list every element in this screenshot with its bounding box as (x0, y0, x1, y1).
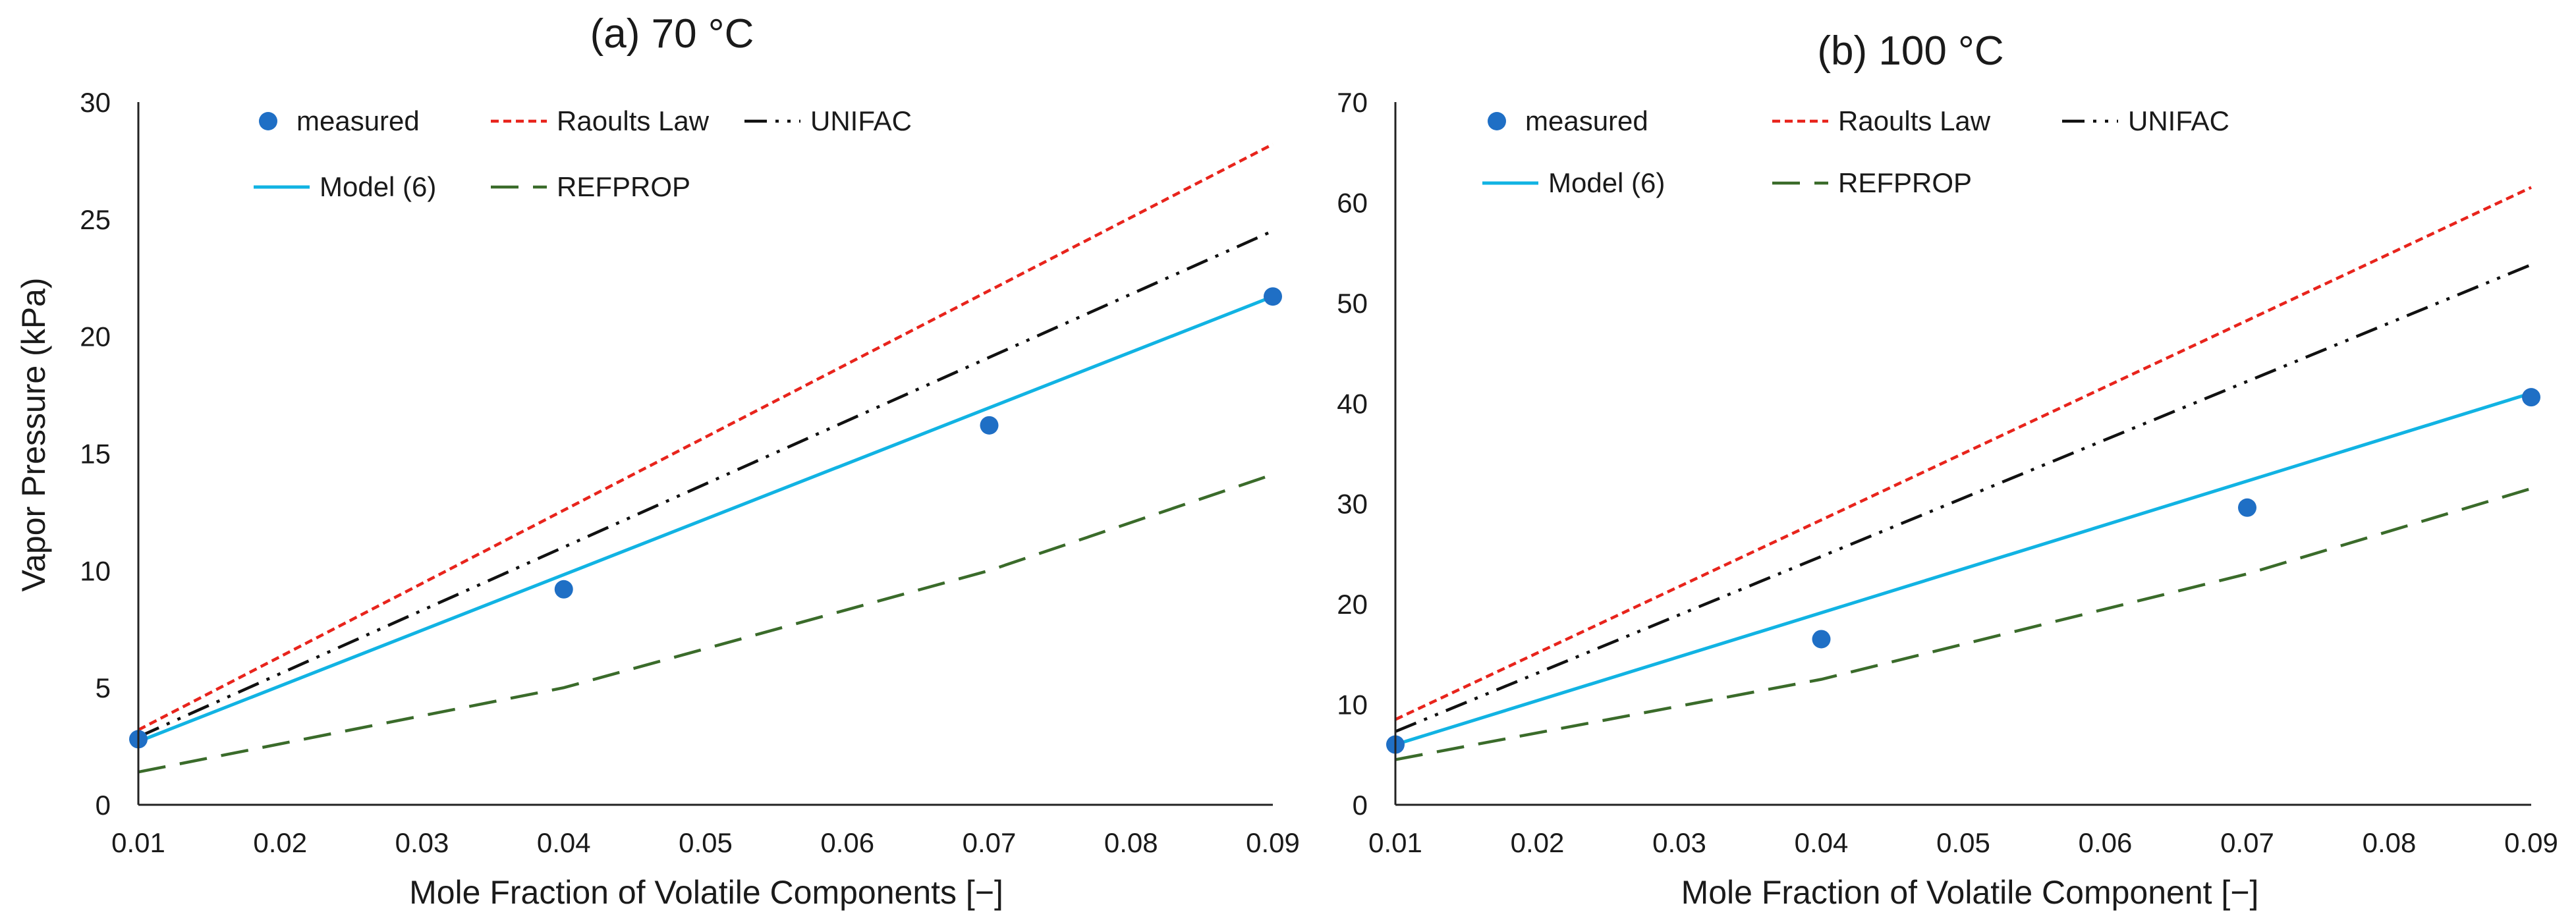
axes-a (137, 102, 1273, 806)
x-tick-label: 0.06 (2079, 827, 2133, 858)
x-tick-label: 0.08 (1104, 827, 1158, 858)
x-tick-label: 0.06 (820, 827, 874, 858)
x-tick-label: 0.04 (1795, 827, 1849, 858)
y-tick-label: 0 (96, 790, 111, 821)
y-tick-label: 20 (1337, 589, 1368, 620)
y-tick-label: 5 (96, 672, 111, 703)
x-tick-label: 0.01 (1368, 827, 1422, 858)
y-tick-label: 10 (80, 555, 111, 586)
data-point-measured (1264, 287, 1282, 306)
y-tick-label: 20 (80, 321, 111, 352)
chart-title-a: (a) 70 °C (590, 11, 754, 57)
y-tick-label: 15 (80, 439, 111, 470)
axes-b (1394, 102, 2531, 806)
data-point-measured (554, 580, 573, 599)
x-tick-label: 0.02 (1511, 827, 1565, 858)
legend-marker-measured (1488, 112, 1506, 130)
legend-label-refprop: REFPROP (1838, 167, 1972, 198)
legend-item-measured: measured (1488, 105, 1648, 136)
y-tick-label: 40 (1337, 388, 1368, 419)
legend-label-measured: measured (296, 105, 420, 136)
data-point-measured (2522, 388, 2540, 407)
y-tick-label: 70 (1337, 87, 1368, 118)
legend-item-refprop: REFPROP (491, 171, 690, 202)
y-axis-title-a: Vapor Pressure (kPa) (15, 277, 52, 591)
series-line-unifac (138, 229, 1274, 738)
data-point-measured (1812, 630, 1831, 649)
legend-marker-measured (259, 112, 277, 130)
series-line-raoults-law (1395, 186, 2532, 721)
x-tick-label: 0.07 (963, 827, 1017, 858)
legend-item-unifac: UNIFAC (2062, 105, 2229, 136)
chart-panel-b: (b) 100 °C Mole Fraction of Volatile Com… (1337, 28, 2558, 911)
tick-labels-b: 0.01 0.02 0.03 0.04 0.05 0.06 0.07 0.08 0.09 0 10 2… (1337, 87, 2558, 858)
series-line-refprop (1395, 487, 2532, 761)
legend-item-raoults-law: Raoults Law (1772, 105, 1991, 136)
x-tick-label: 0.07 (2220, 827, 2274, 858)
x-tick-label: 0.09 (1246, 827, 1300, 858)
series-line-refprop (138, 473, 1274, 774)
legend-item-measured: measured (259, 105, 420, 136)
y-tick-label: 30 (1337, 489, 1368, 520)
legend-item-raoults-law: Raoults Law (491, 105, 710, 136)
legend-item-model-6: Model (6) (254, 171, 436, 202)
series-line-model-6 (1395, 391, 2532, 746)
y-tick-label: 60 (1337, 187, 1368, 218)
legend-label-unifac: UNIFAC (2128, 105, 2229, 136)
series-line-unifac (1395, 263, 2532, 733)
plot-area-b (1386, 186, 2540, 761)
legend-label-refprop: REFPROP (557, 171, 690, 202)
series-line-model-6 (138, 294, 1274, 744)
y-tick-label: 10 (1337, 690, 1368, 720)
tick-labels-a: 0.01 0.02 0.03 0.04 0.05 0.06 0.07 0.08 0.09 0 5 10… (80, 87, 1300, 858)
legend-item-refprop: REFPROP (1772, 167, 1972, 198)
legend-a: measured Raoults Law UNIFAC Model (6) REFPRO… (254, 105, 912, 202)
legend-label-raoults-law: Raoults Law (557, 105, 710, 136)
x-tick-label: 0.03 (395, 827, 449, 858)
legend-b: measured Raoults Law UNIFAC Model (6) REFPRO… (1482, 105, 2229, 198)
legend-label-measured: measured (1525, 105, 1648, 136)
y-tick-label: 30 (80, 87, 111, 118)
chart-title-b: (b) 100 °C (1817, 28, 2003, 74)
series-line-raoults-law (137, 143, 1274, 732)
x-tick-label: 0.01 (111, 827, 165, 858)
x-tick-label: 0.05 (1936, 827, 1990, 858)
data-point-measured (980, 416, 999, 435)
chart-panel-a: (a) 70 °C Vapor Pressure (kPa) Mole Frac… (15, 11, 1300, 911)
x-axis-title-a: Mole Fraction of Volatile Components [−] (409, 874, 1003, 911)
legend-label-model-6: Model (6) (320, 171, 436, 202)
x-tick-label: 0.03 (1652, 827, 1706, 858)
x-tick-label: 0.05 (679, 827, 733, 858)
legend-item-unifac: UNIFAC (744, 105, 912, 136)
y-tick-label: 0 (1353, 790, 1368, 821)
x-tick-label: 0.02 (253, 827, 307, 858)
y-tick-label: 50 (1337, 288, 1368, 319)
y-tick-label: 25 (80, 204, 111, 235)
legend-label-raoults-law: Raoults Law (1838, 105, 1991, 136)
x-tick-label: 0.09 (2504, 827, 2558, 858)
data-point-measured (2238, 498, 2256, 517)
x-axis-title-b: Mole Fraction of Volatile Component [−] (1681, 874, 2259, 911)
legend-item-model-6: Model (6) (1482, 167, 1665, 198)
legend-label-model-6: Model (6) (1548, 167, 1665, 198)
legend-label-unifac: UNIFAC (810, 105, 912, 136)
x-tick-label: 0.08 (2363, 827, 2417, 858)
x-tick-label: 0.04 (537, 827, 591, 858)
plot-area-a (129, 143, 1282, 774)
